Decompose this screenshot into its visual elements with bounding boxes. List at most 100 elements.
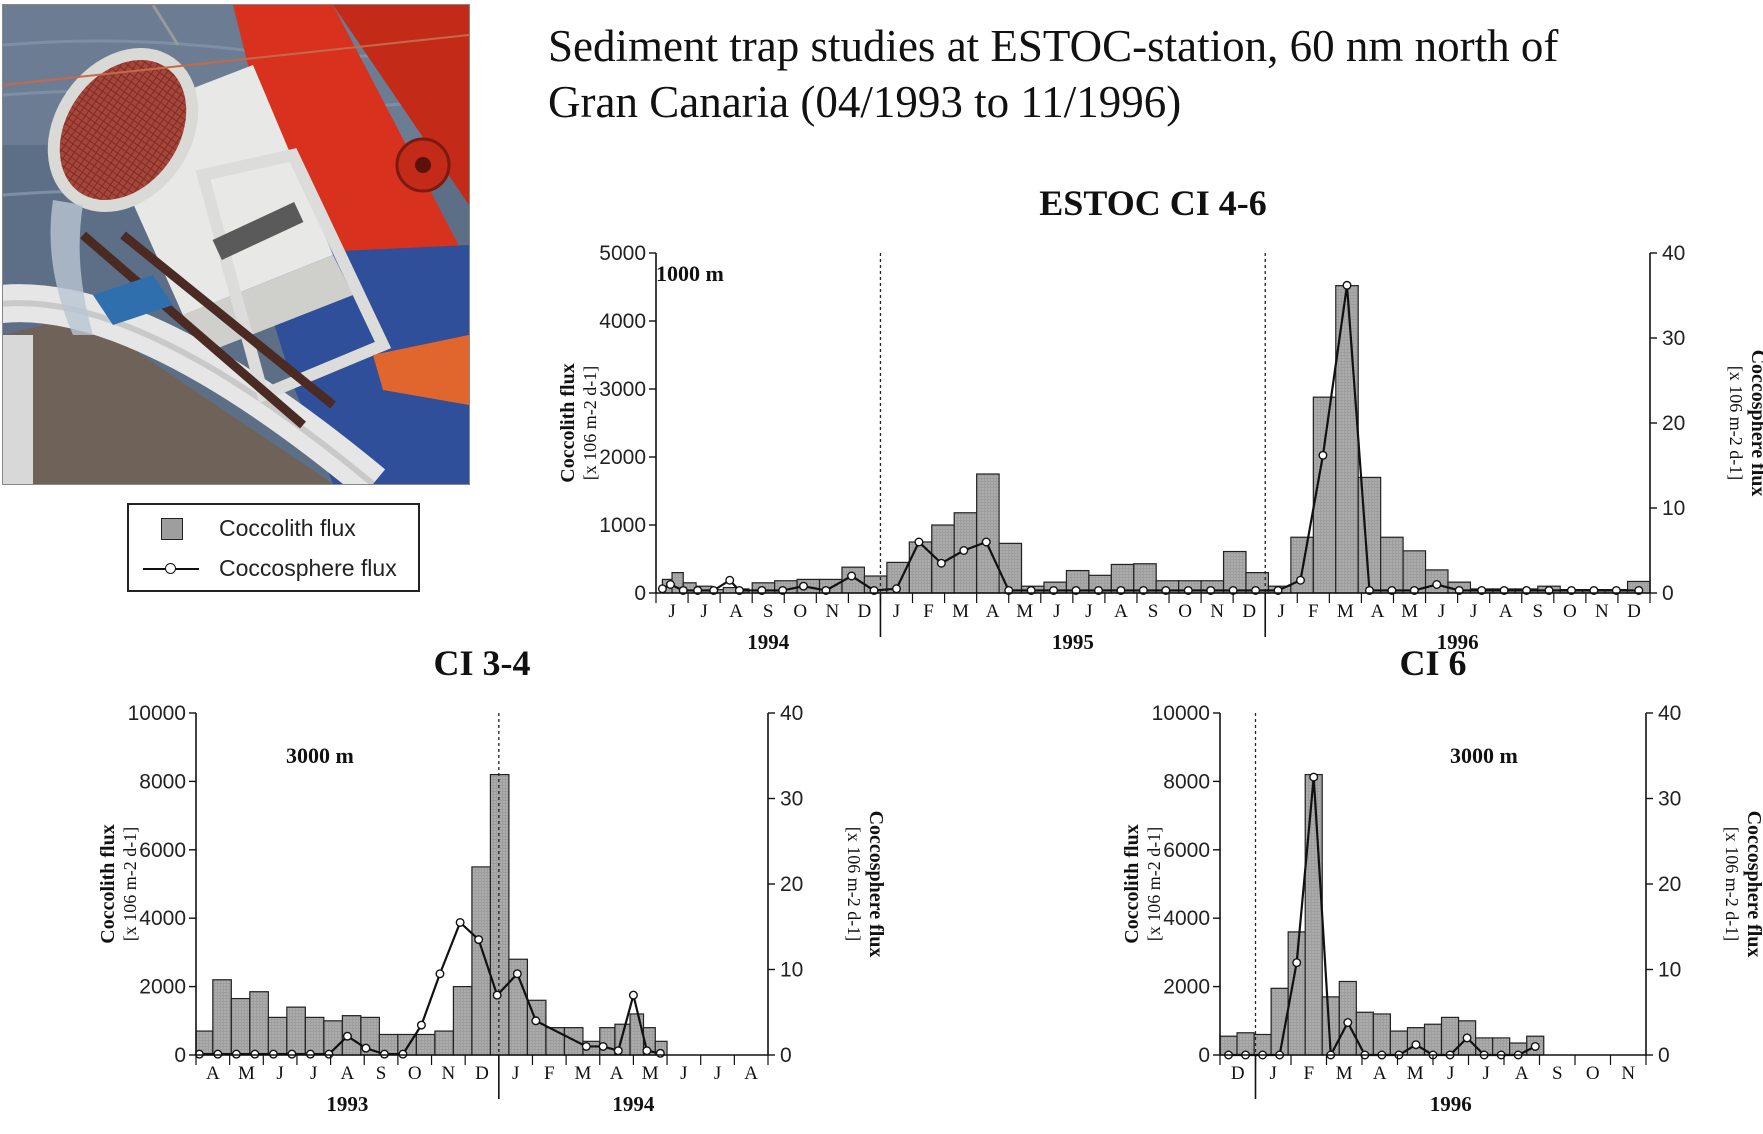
coccolith-bar <box>599 1027 616 1056</box>
month-label: N <box>441 1063 455 1084</box>
coccosphere-point <box>361 1043 371 1053</box>
y2-axis-label: Coccosphere flux <box>1743 811 1763 958</box>
month-label: J <box>1085 601 1092 622</box>
month-label: J <box>310 1063 317 1084</box>
month-label: O <box>1178 601 1192 622</box>
month-label: D <box>1627 601 1641 622</box>
coccolith-bar <box>471 866 492 1056</box>
coccosphere-point <box>531 1016 541 1026</box>
month-label: M <box>1401 601 1418 622</box>
month-label: A <box>206 1063 220 1084</box>
y2-axis-label-group: Coccosphere flux[x 106 m-2 d-1] <box>1722 811 1763 958</box>
y2-axis-units: [x 106 m-2 d-1] <box>1722 827 1742 941</box>
month-label: M <box>238 1063 255 1084</box>
coccosphere-point <box>981 537 991 547</box>
y-tick-label: 0 <box>634 582 646 605</box>
month-label: A <box>1371 601 1385 622</box>
coccosphere-point <box>914 537 924 547</box>
chart-title: CI 3-4 <box>434 643 531 683</box>
month-label: J <box>714 1063 721 1084</box>
month-label: J <box>512 1063 519 1084</box>
month-label: S <box>1552 1063 1563 1084</box>
month-label: M <box>1337 601 1354 622</box>
y-tick-label: 2000 <box>1163 976 1210 999</box>
month-label: J <box>1470 601 1477 622</box>
coccolith-bar <box>998 542 1023 594</box>
month-label: A <box>729 601 743 622</box>
month-label: N <box>825 601 839 622</box>
coccosphere-point <box>1318 450 1328 460</box>
month-label: J <box>1278 601 1285 622</box>
legend: Coccolith flux Coccosphere flux <box>127 503 420 592</box>
y-axis-units: [x 106 m-2 d-1] <box>1144 827 1164 941</box>
coccosphere-point <box>287 1049 297 1059</box>
coccosphere-point <box>435 969 445 979</box>
chart-estoc-ci-4-6: ESTOC CI 4-6 0 1000 2000 3000 4000 5000 0 10 20 30… <box>490 183 1763 665</box>
month-label: J <box>1053 601 1060 622</box>
y-tick-label: 2000 <box>599 446 646 469</box>
bar-swatch-icon <box>161 518 183 540</box>
month-label: J <box>276 1063 283 1084</box>
month-label: A <box>986 601 1000 622</box>
coccolith-bar <box>1380 536 1404 594</box>
month-label: S <box>763 601 774 622</box>
month-label: A <box>1114 601 1128 622</box>
coccolith-bar <box>1355 1011 1374 1056</box>
month-label: A <box>1499 601 1513 622</box>
coccosphere-point <box>657 584 667 594</box>
month-label: J <box>1270 1063 1277 1084</box>
y-tick-label: 1000 <box>599 514 646 537</box>
coccosphere-point <box>492 990 502 1000</box>
coccosphere-point <box>642 1046 652 1056</box>
year-label: 1996 <box>1430 1092 1472 1116</box>
y-tick-label: 6000 <box>139 839 186 862</box>
depth-label: 3000 m <box>1450 743 1518 768</box>
month-label: D <box>475 1063 489 1084</box>
coccosphere-point <box>1309 772 1319 782</box>
depth-label: 3000 m <box>286 743 354 768</box>
coccosphere-point <box>1462 1033 1472 1043</box>
y-axis-label-group: Coccolith flux [x 106 m-2 d-1] <box>97 824 140 943</box>
heading-line-2: Gran Canaria (04/1993 to 11/1996) <box>548 77 1182 127</box>
coccosphere-point <box>891 584 901 594</box>
y-tick-label: 4000 <box>139 907 186 930</box>
y2-tick-label: 10 <box>780 959 803 982</box>
month-label: O <box>408 1063 422 1084</box>
coccosphere-point <box>474 935 484 945</box>
y-axis-label: Coccolith flux <box>97 824 119 943</box>
month-label: D <box>858 601 872 622</box>
coccolith-bar <box>563 1027 584 1056</box>
y-axis-units: [x 106 m-2 d-1] <box>580 366 600 480</box>
month-label: F <box>544 1063 555 1084</box>
coccolith-bar <box>489 773 510 1056</box>
coccosphere-point <box>725 575 735 585</box>
month-label: J <box>1438 601 1445 622</box>
month-label: D <box>1231 1063 1245 1084</box>
coccosphere-point <box>959 546 969 556</box>
page-heading: Sediment trap studies at ESTOC-station, … <box>548 18 1748 130</box>
coccosphere-point <box>416 1020 426 1030</box>
coccolith-bar <box>976 473 1000 594</box>
y-tick-label: 10000 <box>1152 702 1210 725</box>
y2-tick-label: 10 <box>1662 497 1685 520</box>
y-axis-label-group: Coccolith flux [x 106 m-2 d-1] <box>557 363 600 482</box>
coccolith-bar <box>230 997 251 1056</box>
y-tick-label: 2000 <box>139 976 186 999</box>
coccolith-bar <box>415 1033 436 1056</box>
legend-item-coccolith: Coccolith flux <box>129 509 418 545</box>
year-label: 1994 <box>612 1092 655 1116</box>
coccosphere-point <box>324 1049 334 1059</box>
coccosphere-point <box>213 1049 223 1059</box>
coccosphere-point <box>305 1049 315 1059</box>
coccosphere-point <box>231 1049 241 1059</box>
month-label: S <box>1532 601 1543 622</box>
coccolith-bar <box>722 586 737 594</box>
chart-title: CI 6 <box>1399 643 1466 683</box>
month-label: J <box>668 601 675 622</box>
month-label: O <box>1586 1063 1600 1084</box>
coccosphere-point <box>1530 1041 1540 1051</box>
y-tick-label: 5000 <box>599 242 646 265</box>
coccolith-bar <box>267 1016 288 1056</box>
coccosphere-point <box>512 969 522 979</box>
